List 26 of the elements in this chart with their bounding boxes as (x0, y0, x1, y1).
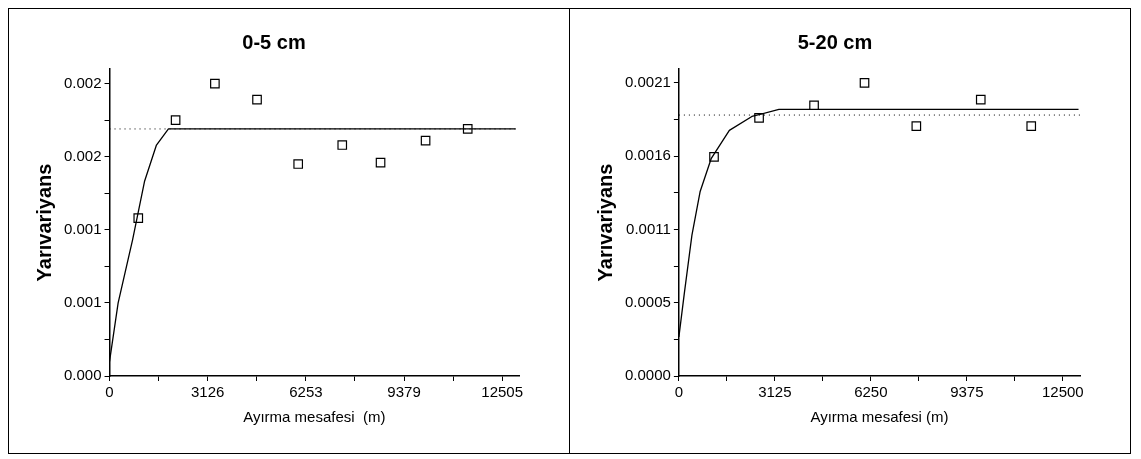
chart-title: 5-20 cm (797, 30, 873, 53)
y-tick-label: 0.002 (63, 73, 102, 91)
x-axis-title: Ayırma mesafesi (m) (810, 408, 949, 426)
x-tick-label: 0 (674, 383, 684, 401)
y-tick-label: 0.0011 (626, 219, 671, 237)
y-tick-label: 0.000 (63, 366, 102, 384)
x-axis-title: Ayırma mesafesi (m) (243, 408, 386, 426)
x-tick-label: 6253 (289, 383, 323, 401)
x-tick-label: 9379 (387, 383, 421, 401)
x-tick-label: 12500 (1041, 383, 1084, 401)
y-tick-label: 0.002 (63, 146, 102, 164)
x-tick-label: 9375 (950, 383, 984, 401)
x-tick-label: 12505 (481, 383, 524, 401)
y-axis-title: Yarıvariyans (32, 163, 55, 282)
y-tick-label: 0.0005 (624, 292, 671, 310)
y-tick-label: 0.0016 (624, 146, 671, 164)
y-tick-label: 0.001 (63, 219, 102, 237)
x-tick-label: 0 (105, 383, 114, 401)
y-axis-title: Yarıvariyans (593, 163, 616, 282)
x-tick-label: 3125 (758, 383, 792, 401)
y-tick-label: 0.001 (63, 293, 102, 311)
y-tick-label: 0.0021 (624, 73, 671, 91)
x-tick-label: 3126 (191, 383, 225, 401)
chart-title: 0-5 cm (242, 30, 306, 53)
x-tick-label: 6250 (854, 383, 888, 401)
y-tick-label: 0.0000 (624, 366, 671, 384)
